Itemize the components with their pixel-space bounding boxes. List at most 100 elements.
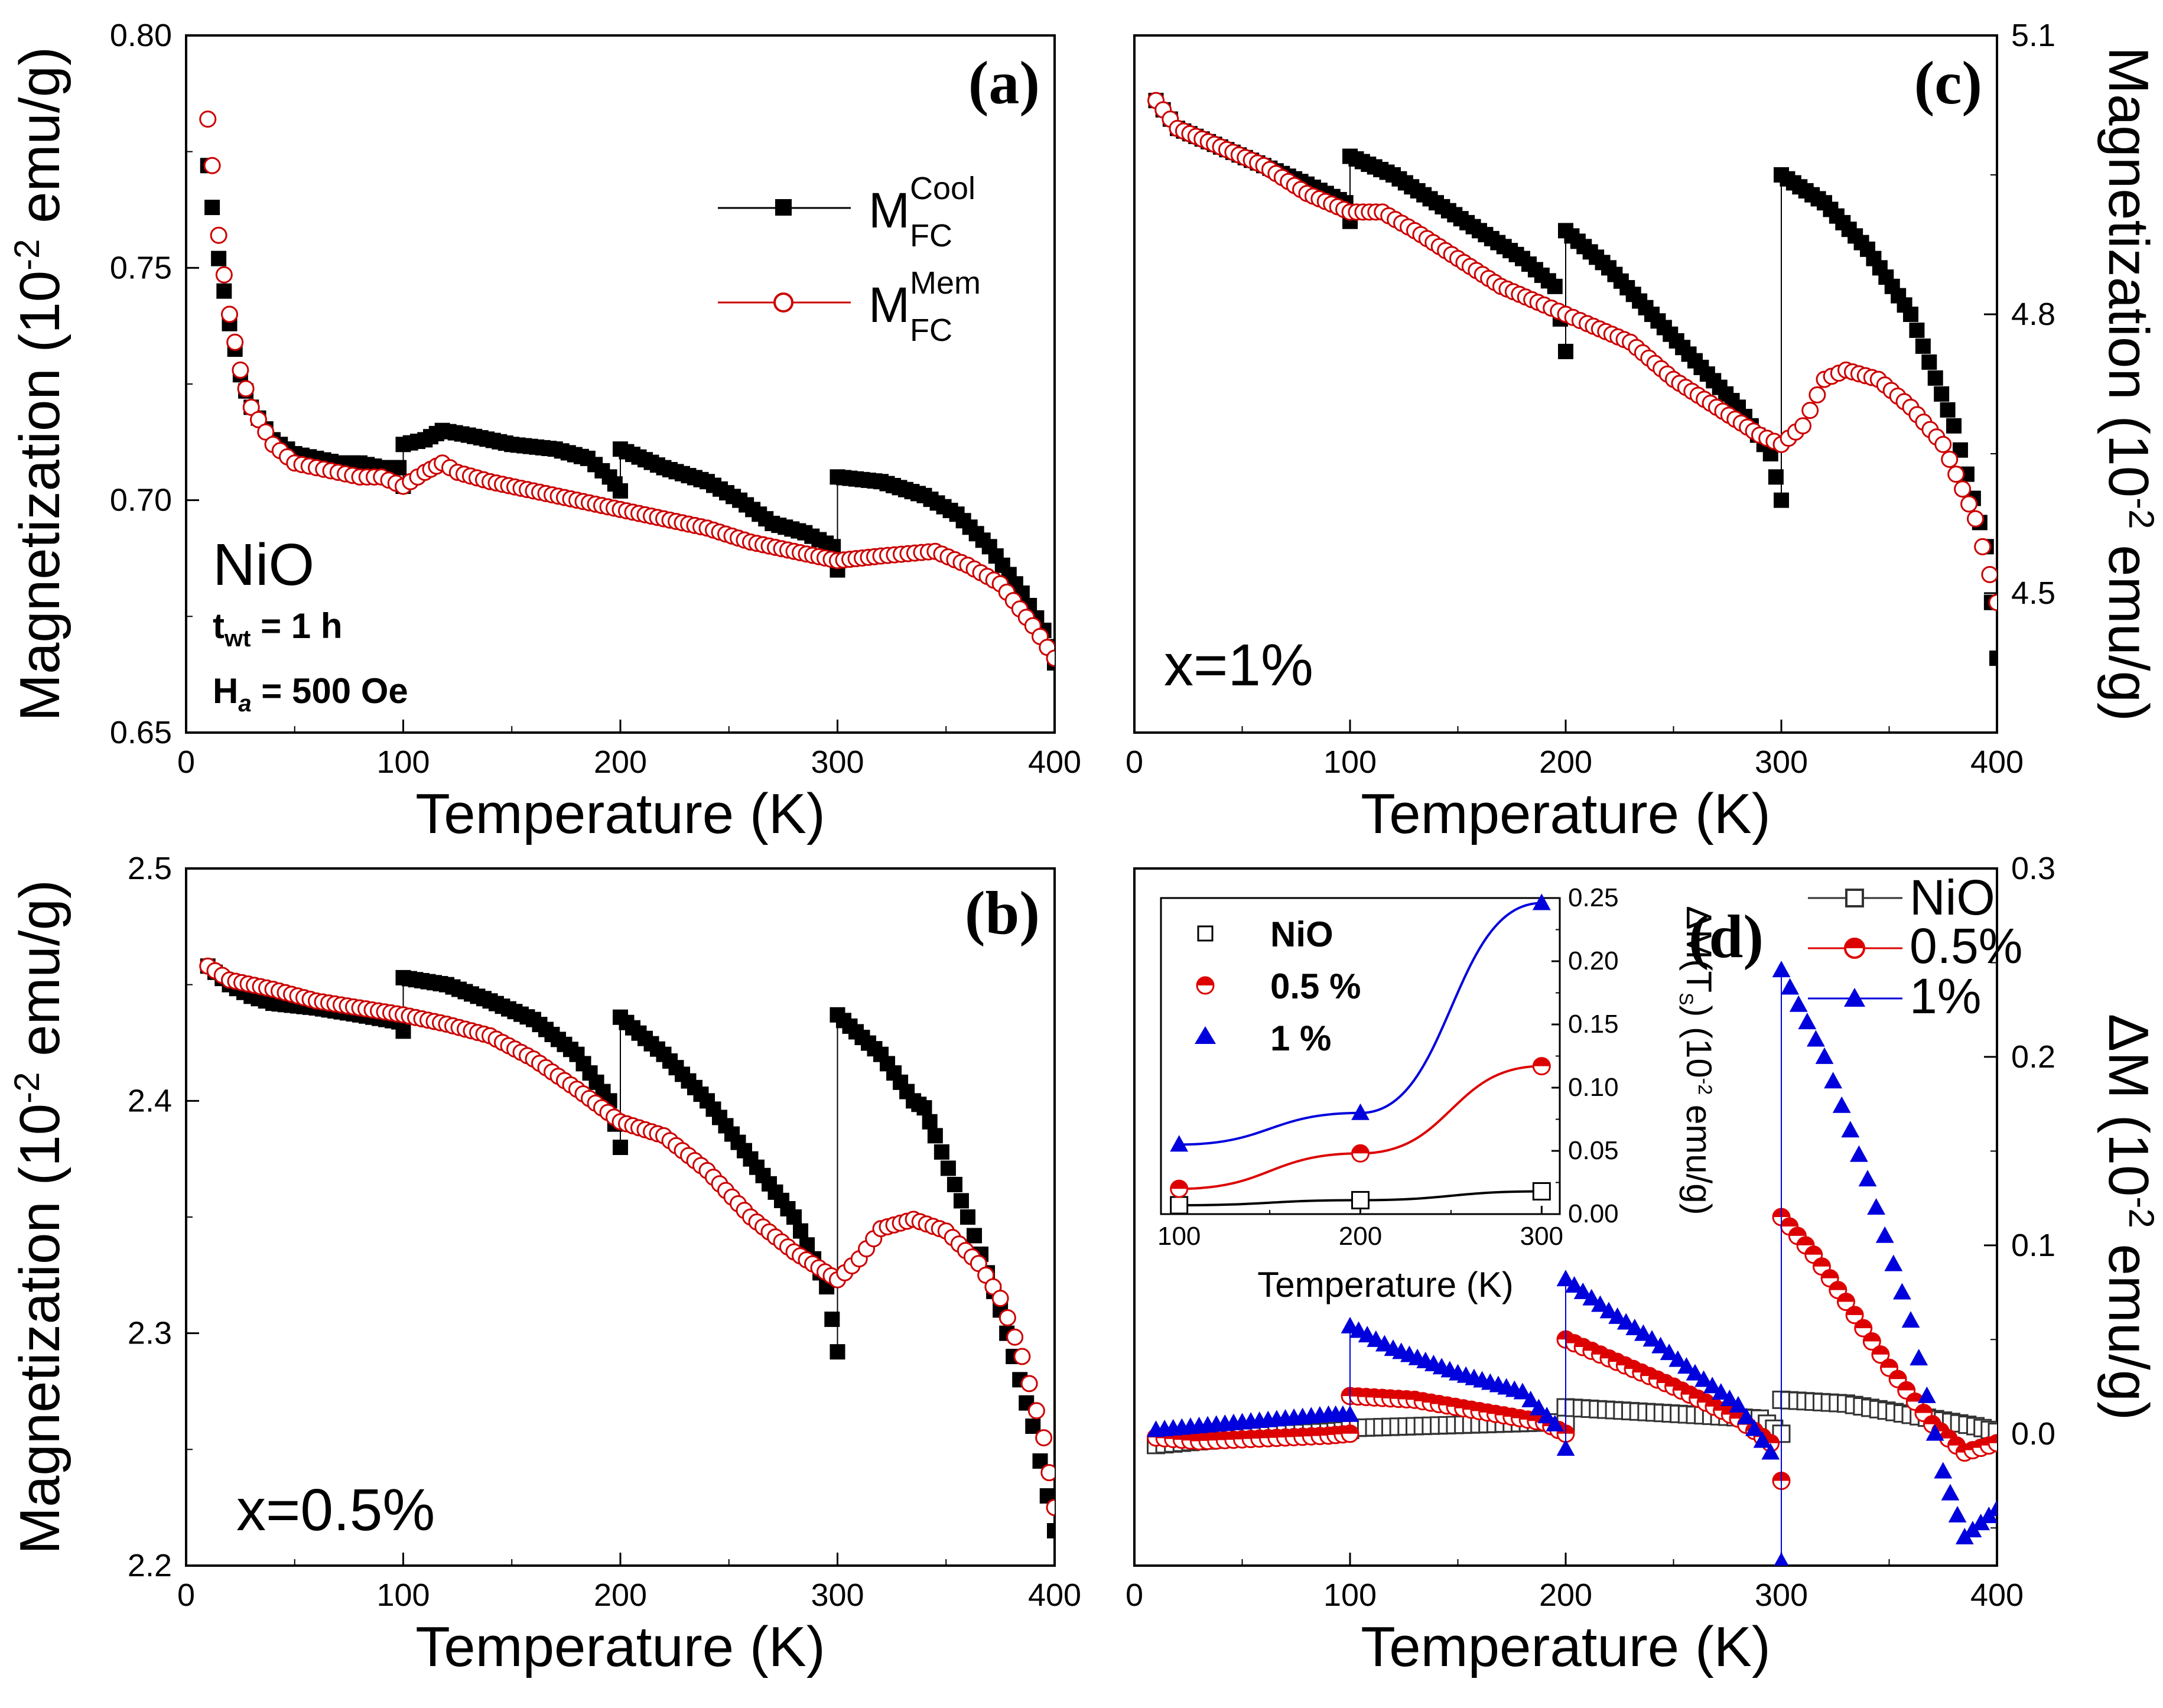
panel-b-point [960,1209,975,1225]
panel-a-ylabel-pre: Magnetization (10 [8,271,71,721]
panel-d-point [1513,1382,1532,1400]
inset-ylabel-sub: S [1676,993,1697,1005]
panel-b-series-m-fc-cool [200,958,1055,1538]
inset-ytick-label: 0.05 [1568,1136,1619,1165]
panel-d-point [1694,1370,1713,1387]
panel-c-point [1989,650,1997,666]
inset-series-0-5- [1170,1057,1551,1198]
panel-d-point [1651,1336,1670,1354]
panel-a-letter: (a) [968,49,1040,117]
panel-d-point [1599,1302,1618,1319]
panel-a-xtick-label: 300 [811,744,864,780]
panel-a-xlabel: Temperature (K) [415,782,825,845]
inset-ytick-label: 0.15 [1568,1010,1619,1039]
panel-a-point [216,283,232,299]
panel-d-series-0-5- [1147,1208,1997,1490]
panel-b-ylabel-post: emu/g) [8,880,71,1072]
panel-c-xlabel: Temperature (K) [1361,782,1771,845]
panel-a-material-label: NiO [213,532,314,598]
panel-a-ylabel: Magnetization (10-2 emu/g) [7,47,71,721]
panel-b-ytick-label: 2.5 [128,851,172,886]
panel-a-ylabel-exp: -2 [7,239,47,270]
panel-d-point [1979,1507,1997,1524]
panel-a-point [232,361,249,379]
svg-text:Magnetization (10-2 emu/g): Magnetization (10-2 emu/g) [7,47,71,721]
panel-b-point [1013,1348,1031,1365]
legend-d-1-marker [1844,988,1865,1007]
panel-a-legend: MCool FC MMem FC [718,171,981,348]
panel-c-point [1946,418,1962,434]
panel-b-xtick-label: 300 [811,1577,864,1613]
panel-d-point [1925,1424,1944,1441]
panel-d-plot: 0 100 200 300 400 0.0 0.1 0.2 0.3 [1126,851,2055,1613]
panel-b-ylabel: Magnetization (10-2 emu/g) [7,880,71,1554]
panel-d-point [1850,1145,1868,1162]
panel-d-point [1591,1295,1609,1312]
panel-b-point [1035,1429,1053,1447]
panel-c-point [1903,307,1918,322]
panel-c-point [1801,402,1819,419]
panel-b-point [786,1209,802,1225]
panel-a-plot: 0 100 200 300 400 0.65 0.70 0.75 0.80 [110,18,1081,780]
inset-series-1- [1170,893,1551,1152]
panel-b-letter: (b) [965,879,1040,947]
panel-d-point [1988,1499,1997,1517]
svg-text:ΔM(TS) (10-2 emu/g): ΔM(TS) (10-2 emu/g) [1676,906,1719,1215]
panel-d-xtick-label: 300 [1755,1577,1808,1613]
panel-d-ytick-label: 0.3 [2011,851,2055,886]
panel-a-point [226,333,244,351]
panel-d-point [1677,1357,1696,1374]
legend-d-1-label: 1% [1910,968,1981,1024]
panel-a-ytick-label: 0.80 [110,18,172,53]
panel-b: Magnetization (10-2 emu/g) 0 100 200 300 400… [7,851,1081,1678]
legend-cool-label: MCool FC [869,171,975,253]
panel-d-point [1875,1226,1894,1243]
inset-point [1532,1057,1551,1076]
panel-a-xtick-label: 400 [1028,744,1081,780]
panel-a-point [250,411,267,428]
panel-a-point [211,250,227,266]
legend-d-nio-label: NiO [1910,870,1995,925]
inset-xlabel: Temperature (K) [1257,1265,1513,1304]
panel-c-ytick-label: 4.8 [2011,297,2055,332]
panel-d-xtick-label: 100 [1323,1577,1377,1613]
panel-d-point [1660,1343,1679,1361]
panel-c-ylabel-exp: -2 [2122,497,2161,529]
panel-a-point [203,157,221,174]
panel-b-point [1046,1499,1055,1517]
panel-c-point [1934,435,1952,453]
panel-d-point [1625,1319,1644,1336]
legend-mem-marker [773,292,793,313]
panel-d-point [1841,1121,1860,1138]
panel-a: Magnetization (10-2 emu/g) 0 100 200 300 400… [7,18,1081,845]
panel-d-xtick-label: 200 [1539,1577,1592,1613]
panel-a-twt-label: twt = 1 h [213,606,343,652]
panel-a-xtick-label: 200 [594,744,647,780]
panel-b-point [916,1100,932,1116]
panel-c-ylabel: Magnetization (10-2 emu/g) [2097,47,2161,721]
panel-d-point [1948,1505,1967,1522]
panel-d-ylabel-exp: -2 [2122,1196,2161,1228]
panel-d-point [1858,1170,1877,1187]
panel-d-ytick-label: 0.1 [2011,1228,2055,1263]
panel-b-point [1040,1464,1055,1482]
inset-series-layer [1170,893,1551,1215]
panel-a-point [204,200,220,216]
panel-b-series-layer [199,957,1055,1538]
panel-d-letter: (d) [1689,903,1764,971]
panel-c: 0 100 200 300 400 4.5 4.8 5.1 Magnetization (10… [1126,18,2161,845]
panel-d-point [1761,1443,1780,1460]
inset-ylabel-exp: -2 [1694,1078,1716,1095]
panel-d-point [1807,1030,1825,1047]
panel-d-point [1546,1414,1564,1432]
panel-c-xtick-label: 0 [1126,744,1143,780]
inset-xtick-label: 300 [1520,1222,1563,1251]
inset-legend-nio-marker [1197,925,1214,942]
panel-c-point [1547,278,1563,294]
panel-a-point [1046,649,1055,667]
panel-b-point [933,1144,949,1160]
panel-d-point [1798,1013,1817,1030]
panel-d-point [1737,1407,1756,1424]
panel-d-point [1521,1391,1540,1408]
